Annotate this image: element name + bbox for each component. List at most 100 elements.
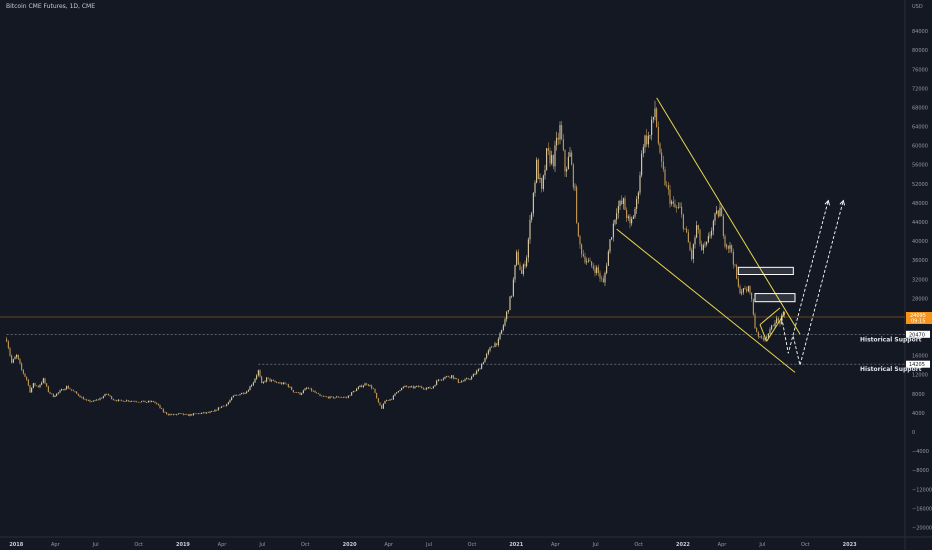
candle-body bbox=[106, 393, 108, 395]
candle-body bbox=[192, 413, 194, 416]
candle-body bbox=[686, 228, 688, 233]
candle-body bbox=[607, 251, 609, 266]
candle-body bbox=[11, 355, 13, 363]
candle-body bbox=[381, 405, 383, 409]
candle-body bbox=[579, 236, 581, 245]
candle-body bbox=[174, 414, 176, 415]
price-tick-label: 76000 bbox=[912, 67, 928, 73]
candle-body bbox=[217, 407, 219, 411]
candle-body bbox=[52, 393, 54, 398]
candle-body bbox=[714, 213, 716, 221]
candle-body bbox=[571, 152, 573, 165]
candle-body bbox=[126, 400, 128, 402]
candle-body bbox=[404, 385, 406, 387]
candle-body bbox=[154, 401, 156, 403]
candle-body bbox=[451, 375, 453, 378]
price-axis[interactable]: USD8400080000760007200068000640006000056… bbox=[912, 4, 932, 531]
price-tick-label: 32000 bbox=[912, 277, 928, 283]
current-price-tag bbox=[906, 312, 932, 325]
candle-body bbox=[587, 260, 589, 262]
support-levels: Historical Support Historical Support bbox=[0, 316, 922, 373]
candle-body bbox=[269, 378, 271, 382]
candle-body bbox=[632, 216, 634, 219]
candle-body bbox=[377, 398, 379, 403]
candle-body bbox=[754, 314, 756, 329]
candle-body bbox=[416, 385, 418, 387]
candle-body bbox=[277, 382, 279, 384]
candle-body bbox=[142, 400, 144, 402]
candle-body bbox=[327, 396, 329, 399]
candle-body bbox=[107, 393, 109, 396]
candle-body bbox=[12, 359, 14, 363]
candle-body bbox=[191, 414, 193, 416]
candle-body bbox=[549, 150, 551, 164]
candle-body bbox=[171, 414, 173, 415]
time-axis[interactable]: 2018 Apr Jul Oct 2019 Apr Jul Oct 2020 Apr Jul Oct 2… bbox=[9, 542, 857, 548]
price-axis-currency: USD bbox=[912, 4, 923, 10]
candle-body bbox=[552, 155, 554, 167]
candle-body bbox=[284, 382, 286, 384]
candle-body bbox=[91, 401, 93, 403]
candle-body bbox=[462, 380, 464, 382]
candle-body bbox=[87, 400, 89, 401]
time-tick-label: Oct bbox=[634, 542, 643, 548]
candle-body bbox=[659, 143, 661, 153]
candle-body bbox=[207, 412, 209, 413]
candle-body bbox=[539, 178, 541, 180]
candle-body bbox=[497, 338, 499, 345]
projection-path-1 bbox=[781, 200, 829, 354]
candle-body bbox=[24, 373, 26, 377]
candle-body bbox=[236, 394, 238, 396]
candle-body bbox=[526, 257, 528, 267]
candle-body bbox=[596, 267, 598, 273]
candle-body bbox=[32, 383, 34, 388]
candle-body bbox=[419, 386, 421, 388]
candle-body bbox=[494, 343, 496, 347]
candle-body bbox=[471, 376, 473, 380]
candle-body bbox=[682, 214, 684, 229]
time-tick-label: 2021 bbox=[509, 542, 523, 548]
candle-body bbox=[51, 393, 53, 394]
time-tick-label: Jul bbox=[425, 542, 432, 548]
price-tick-label: 44000 bbox=[912, 220, 928, 226]
historical-support-label-upper: Historical Support bbox=[860, 336, 922, 343]
candle-body bbox=[26, 376, 28, 380]
candle-body bbox=[367, 384, 369, 386]
candle-body bbox=[321, 395, 323, 397]
candle-body bbox=[314, 390, 316, 393]
candle-body bbox=[547, 148, 549, 151]
candle-body bbox=[666, 184, 668, 186]
candle-body bbox=[422, 387, 424, 389]
candle-body bbox=[47, 386, 49, 392]
projection-arrowhead-1 bbox=[824, 199, 830, 206]
time-tick-label: 2020 bbox=[343, 542, 357, 548]
time-tick-label: Apr bbox=[51, 542, 61, 548]
candle-body bbox=[304, 388, 306, 391]
candle-body bbox=[629, 216, 631, 224]
candle-body bbox=[456, 378, 458, 380]
candle-body bbox=[16, 354, 18, 358]
time-tick-label: 2022 bbox=[676, 542, 690, 548]
candle-body bbox=[704, 244, 706, 246]
candle-body bbox=[86, 399, 88, 401]
candle-body bbox=[486, 353, 488, 358]
candle-body bbox=[631, 218, 633, 224]
candle-body bbox=[156, 402, 158, 405]
candle-body bbox=[194, 413, 196, 415]
candle-body bbox=[662, 161, 664, 170]
candle-body bbox=[784, 312, 786, 316]
symbol-title: Bitcoin CME Futures, 1D, CME bbox=[6, 3, 96, 10]
projection-arrowhead-2 bbox=[839, 199, 845, 206]
candle-body bbox=[322, 396, 324, 397]
candle-body bbox=[466, 378, 468, 380]
candle-body bbox=[409, 386, 411, 388]
candle-body bbox=[397, 390, 399, 393]
candle-body bbox=[389, 399, 391, 401]
candle-body bbox=[721, 207, 723, 217]
candle-body bbox=[334, 397, 336, 399]
time-tick-label: Jul bbox=[258, 542, 265, 548]
candle-body bbox=[379, 402, 381, 406]
candle-body bbox=[517, 251, 519, 265]
candle-body bbox=[131, 401, 133, 402]
